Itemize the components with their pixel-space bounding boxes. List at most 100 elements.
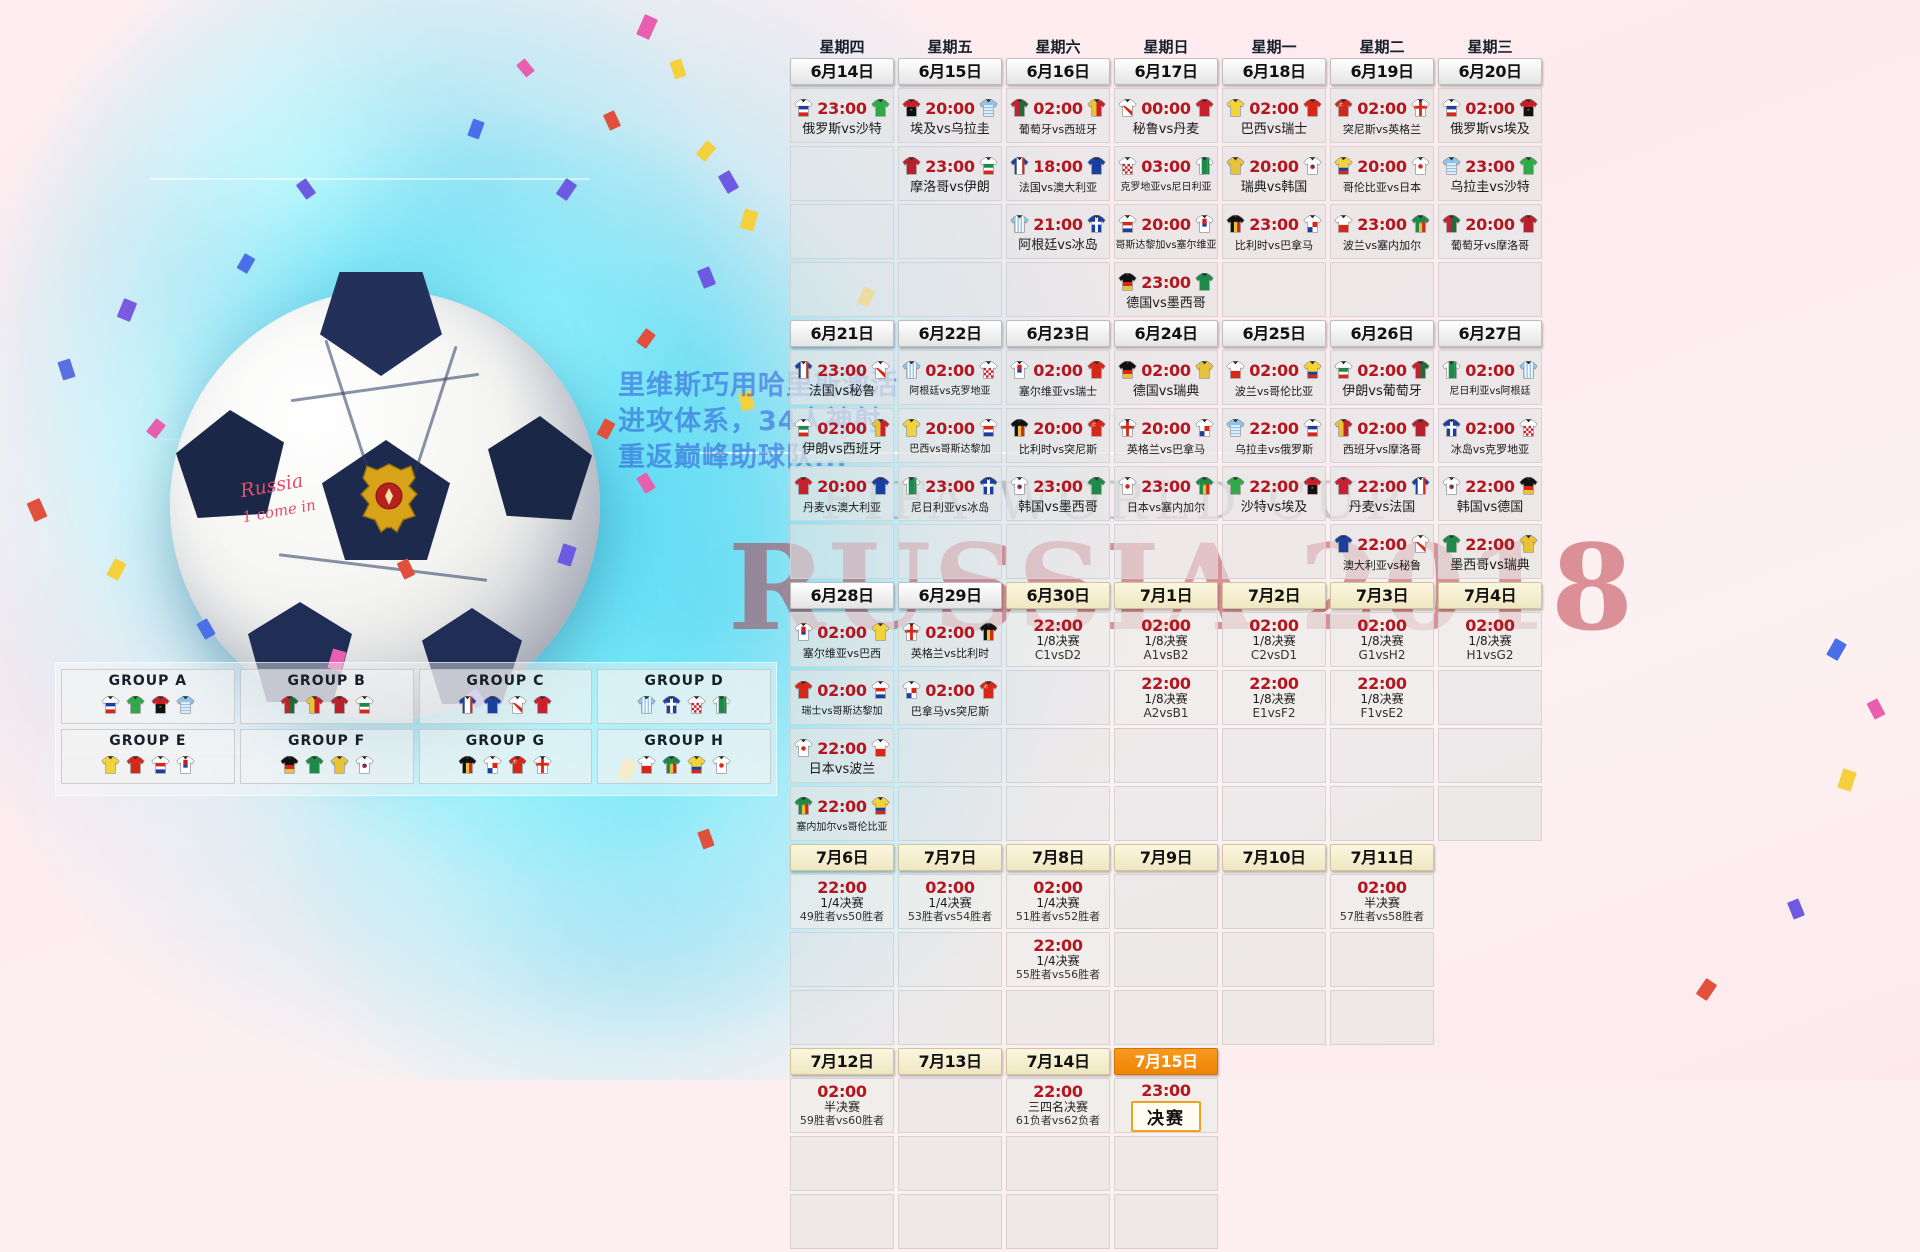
group-card[interactable]: GROUP F bbox=[239, 729, 414, 784]
match-cell[interactable]: 02:00 尼日利亚vs阿根廷 bbox=[1438, 350, 1542, 405]
date-header[interactable]: 6月18日 bbox=[1222, 58, 1326, 85]
date-header[interactable]: 7月13日 bbox=[898, 1048, 1002, 1075]
date-header[interactable]: 6月17日 bbox=[1114, 58, 1218, 85]
group-card[interactable]: GROUP A E bbox=[61, 669, 235, 724]
match-cell-knockout[interactable]: 22:00 1/4决赛 49胜者vs50胜者 bbox=[790, 874, 894, 929]
match-cell[interactable]: 02:00 英格兰vs比利时 bbox=[898, 612, 1002, 667]
date-header[interactable]: 6月15日 bbox=[898, 58, 1002, 85]
match-cell-knockout[interactable]: 02:00 半决赛 59胜者vs60胜者 bbox=[790, 1078, 894, 1133]
date-header[interactable]: 7月9日 bbox=[1114, 844, 1218, 871]
match-cell[interactable]: 23:00 法国vs秘鲁 bbox=[790, 350, 894, 405]
match-cell[interactable]: 21:00 阿根廷vs冰岛 bbox=[1006, 204, 1110, 259]
match-cell[interactable]: 20:00 瑞典vs韩国 bbox=[1222, 146, 1326, 201]
match-cell[interactable]: 03:00 克罗地亚vs尼日利亚 bbox=[1114, 146, 1218, 201]
date-header[interactable]: 7月2日 bbox=[1222, 582, 1326, 609]
group-card[interactable]: GROUP H bbox=[597, 729, 771, 784]
match-cell-knockout[interactable]: 02:00 1/8决赛 G1vsH2 bbox=[1330, 612, 1434, 667]
date-header[interactable]: 7月14日 bbox=[1006, 1048, 1110, 1075]
match-cell[interactable]: E 20:00 埃及vs乌拉圭 bbox=[898, 88, 1002, 143]
match-cell[interactable]: 02:00 巴拿马vs突尼斯 bbox=[898, 670, 1002, 725]
group-card[interactable]: GROUP E bbox=[61, 729, 235, 784]
date-header[interactable]: 6月22日 bbox=[898, 320, 1002, 347]
match-cell[interactable]: 02:00 阿根廷vs克罗地亚 bbox=[898, 350, 1002, 405]
date-header[interactable]: 6月28日 bbox=[790, 582, 894, 609]
match-cell[interactable]: 23:00 比利时vs巴拿马 bbox=[1222, 204, 1326, 259]
match-cell[interactable]: 22:00 乌拉圭vs俄罗斯 bbox=[1222, 408, 1326, 463]
match-cell[interactable]: 02:00 波兰vs哥伦比亚 bbox=[1222, 350, 1326, 405]
date-header[interactable]: 6月21日 bbox=[790, 320, 894, 347]
match-cell-final[interactable]: 23:00 决赛 bbox=[1114, 1078, 1218, 1133]
match-cell[interactable]: 23:00 波兰vs塞内加尔 bbox=[1330, 204, 1434, 259]
date-header[interactable]: 7月12日 bbox=[790, 1048, 894, 1075]
group-card[interactable]: GROUP D bbox=[597, 669, 771, 724]
date-header[interactable]: 7月7日 bbox=[898, 844, 1002, 871]
date-header[interactable]: 7月6日 bbox=[790, 844, 894, 871]
match-cell-knockout[interactable]: 22:00 1/8决赛 E1vsF2 bbox=[1222, 670, 1326, 725]
match-cell[interactable]: 18:00 法国vs澳大利亚 bbox=[1006, 146, 1110, 201]
date-header[interactable]: 7月3日 bbox=[1330, 582, 1434, 609]
match-cell[interactable]: 22:00 澳大利亚vs秘鲁 bbox=[1330, 524, 1434, 579]
date-header[interactable]: 6月14日 bbox=[790, 58, 894, 85]
date-header[interactable]: 6月24日 bbox=[1114, 320, 1218, 347]
match-cell-knockout[interactable]: 02:00 1/4决赛 53胜者vs54胜者 bbox=[898, 874, 1002, 929]
match-cell[interactable]: 23:00 尼日利亚vs冰岛 bbox=[898, 466, 1002, 521]
match-cell-knockout[interactable]: 22:00 1/8决赛 C1vsD2 bbox=[1006, 612, 1110, 667]
match-cell-knockout[interactable]: 02:00 半决赛 57胜者vs58胜者 bbox=[1330, 874, 1434, 929]
group-card[interactable]: GROUP G bbox=[418, 729, 593, 784]
match-cell[interactable]: 20:00 哥斯达黎加vs塞尔维亚 bbox=[1114, 204, 1218, 259]
match-cell[interactable]: 23:00 日本vs塞内加尔 bbox=[1114, 466, 1218, 521]
match-cell[interactable]: 20:00 比利时vs突尼斯 bbox=[1006, 408, 1110, 463]
match-cell[interactable]: 22:00 韩国vs德国 bbox=[1438, 466, 1542, 521]
date-header[interactable]: 7月10日 bbox=[1222, 844, 1326, 871]
match-cell[interactable]: 20:00 丹麦vs澳大利亚 bbox=[790, 466, 894, 521]
match-cell[interactable]: 22:00 E 沙特vs埃及 bbox=[1222, 466, 1326, 521]
match-cell[interactable]: 22:00 丹麦vs法国 bbox=[1330, 466, 1434, 521]
date-header[interactable]: 6月26日 bbox=[1330, 320, 1434, 347]
match-cell[interactable]: 23:00 韩国vs墨西哥 bbox=[1006, 466, 1110, 521]
match-cell[interactable]: 02:00 瑞士vs哥斯达黎加 bbox=[790, 670, 894, 725]
group-card[interactable]: GROUP C bbox=[418, 669, 593, 724]
match-cell[interactable]: 22:00 塞内加尔vs哥伦比亚 bbox=[790, 786, 894, 841]
date-header[interactable]: 7月15日 bbox=[1114, 1048, 1218, 1075]
match-cell[interactable]: 02:00 E 俄罗斯vs埃及 bbox=[1438, 88, 1542, 143]
date-header[interactable]: 6月19日 bbox=[1330, 58, 1434, 85]
match-cell[interactable]: 20:00 哥伦比亚vs日本 bbox=[1330, 146, 1434, 201]
match-cell[interactable]: 22:00 日本vs波兰 bbox=[790, 728, 894, 783]
date-header[interactable]: 6月27日 bbox=[1438, 320, 1542, 347]
match-cell[interactable]: 02:00 西班牙vs摩洛哥 bbox=[1330, 408, 1434, 463]
date-header[interactable]: 6月20日 bbox=[1438, 58, 1542, 85]
date-header[interactable]: 6月23日 bbox=[1006, 320, 1110, 347]
match-cell[interactable]: 02:00 伊朗vs葡萄牙 bbox=[1330, 350, 1434, 405]
match-cell[interactable]: 23:00 摩洛哥vs伊朗 bbox=[898, 146, 1002, 201]
match-cell-knockout[interactable]: 02:00 1/8决赛 A1vsB2 bbox=[1114, 612, 1218, 667]
match-cell[interactable]: 23:00 德国vs墨西哥 bbox=[1114, 262, 1218, 317]
match-cell[interactable]: 20:00 巴西vs哥斯达黎加 bbox=[898, 408, 1002, 463]
match-cell-knockout[interactable]: 02:00 1/8决赛 C2vsD1 bbox=[1222, 612, 1326, 667]
date-header[interactable]: 6月16日 bbox=[1006, 58, 1110, 85]
date-header[interactable]: 7月1日 bbox=[1114, 582, 1218, 609]
match-cell-knockout[interactable]: 22:00 三四名决赛 61负者vs62负者 bbox=[1006, 1078, 1110, 1133]
match-cell[interactable]: 23:00 俄罗斯vs沙特 bbox=[790, 88, 894, 143]
match-cell-knockout[interactable]: 02:00 1/8决赛 H1vsG2 bbox=[1438, 612, 1542, 667]
group-card[interactable]: GROUP B bbox=[239, 669, 414, 724]
match-cell[interactable]: 02:00 冰岛vs克罗地亚 bbox=[1438, 408, 1542, 463]
date-header[interactable]: 6月25日 bbox=[1222, 320, 1326, 347]
match-cell[interactable]: 23:00 乌拉圭vs沙特 bbox=[1438, 146, 1542, 201]
match-cell[interactable]: 02:00 突尼斯vs英格兰 bbox=[1330, 88, 1434, 143]
date-header[interactable]: 7月4日 bbox=[1438, 582, 1542, 609]
date-header[interactable]: 6月30日 bbox=[1006, 582, 1110, 609]
match-cell-knockout[interactable]: 22:00 1/8决赛 F1vsE2 bbox=[1330, 670, 1434, 725]
match-cell[interactable]: 22:00 墨西哥vs瑞典 bbox=[1438, 524, 1542, 579]
match-cell[interactable]: 00:00 秘鲁vs丹麦 bbox=[1114, 88, 1218, 143]
date-header[interactable]: 6月29日 bbox=[898, 582, 1002, 609]
match-cell[interactable]: 02:00 伊朗vs西班牙 bbox=[790, 408, 894, 463]
match-cell[interactable]: 02:00 德国vs瑞典 bbox=[1114, 350, 1218, 405]
date-header[interactable]: 7月11日 bbox=[1330, 844, 1434, 871]
match-cell[interactable]: 20:00 英格兰vs巴拿马 bbox=[1114, 408, 1218, 463]
match-cell[interactable]: 02:00 巴西vs瑞士 bbox=[1222, 88, 1326, 143]
date-header[interactable]: 7月8日 bbox=[1006, 844, 1110, 871]
match-cell[interactable]: 02:00 葡萄牙vs西班牙 bbox=[1006, 88, 1110, 143]
match-cell-knockout[interactable]: 02:00 1/4决赛 51胜者vs52胜者 bbox=[1006, 874, 1110, 929]
match-cell[interactable]: 02:00 塞尔维亚vs瑞士 bbox=[1006, 350, 1110, 405]
match-cell[interactable]: 02:00 塞尔维亚vs巴西 bbox=[790, 612, 894, 667]
